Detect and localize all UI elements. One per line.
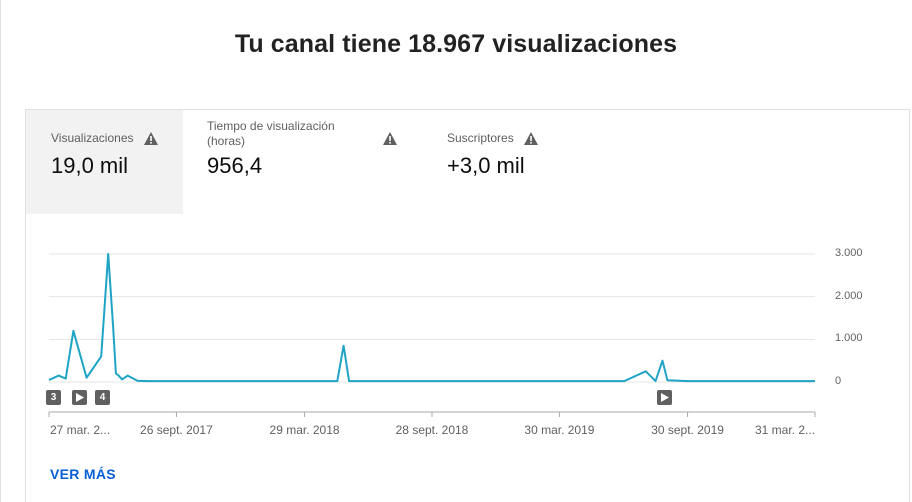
play-badge[interactable] (72, 390, 87, 405)
ver-mas-link[interactable]: VER MÁS (50, 466, 116, 482)
warning-icon (144, 132, 158, 145)
x-tick-label: 31 mar. 2... (755, 423, 816, 437)
y-tick-label: 2.000 (835, 289, 863, 302)
x-tick-label: 27 mar. 2... (50, 423, 111, 437)
warning-icon (524, 132, 538, 145)
tab-tiempo-visualizacion[interactable]: Tiempo de visualización (horas) 956,4 (183, 110, 423, 214)
tab-label: Visualizaciones (51, 131, 134, 145)
annotation-badge[interactable]: 4 (95, 390, 110, 405)
x-tick-label: 28 sept. 2018 (395, 423, 469, 437)
play-icon (660, 393, 669, 402)
tab-value: 19,0 mil (51, 153, 129, 178)
y-tick-label: 1.000 (835, 332, 863, 345)
annotation-badge[interactable]: 3 (46, 390, 61, 405)
warning-icon (383, 132, 397, 145)
play-icon (75, 393, 84, 402)
tab-value: +3,0 mil (447, 153, 525, 178)
page-title: Tu canal tiene 18.967 visualizaciones (234, 30, 678, 58)
x-tick-label: 30 sept. 2019 (651, 423, 724, 437)
x-tick-label: 26 sept. 2017 (140, 423, 213, 437)
tab-value: 956,4 (207, 153, 263, 178)
x-tick-label: 29 mar. 2018 (269, 423, 340, 437)
tab-label: Tiempo de visualización (horas) (207, 119, 335, 148)
metrics-card: Visualizaciones 19,0 mil Tiempo de visua… (25, 109, 910, 502)
tab-visualizaciones[interactable]: Visualizaciones 19,0 mil (26, 110, 183, 214)
x-tick-label: 30 mar. 2019 (524, 423, 595, 437)
tab-suscriptores[interactable]: Suscriptores +3,0 mil (423, 110, 623, 214)
tab-label: Suscriptores (447, 131, 514, 145)
y-tick-label: 0 (835, 375, 842, 387)
left-divider (0, 0, 1, 502)
play-badge[interactable] (657, 390, 672, 405)
y-tick-label: 3.000 (835, 247, 863, 259)
